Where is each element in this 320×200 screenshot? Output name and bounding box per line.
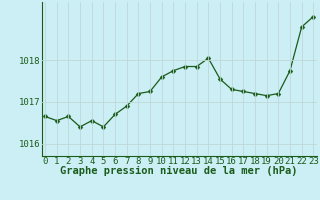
X-axis label: Graphe pression niveau de la mer (hPa): Graphe pression niveau de la mer (hPa) (60, 166, 298, 176)
